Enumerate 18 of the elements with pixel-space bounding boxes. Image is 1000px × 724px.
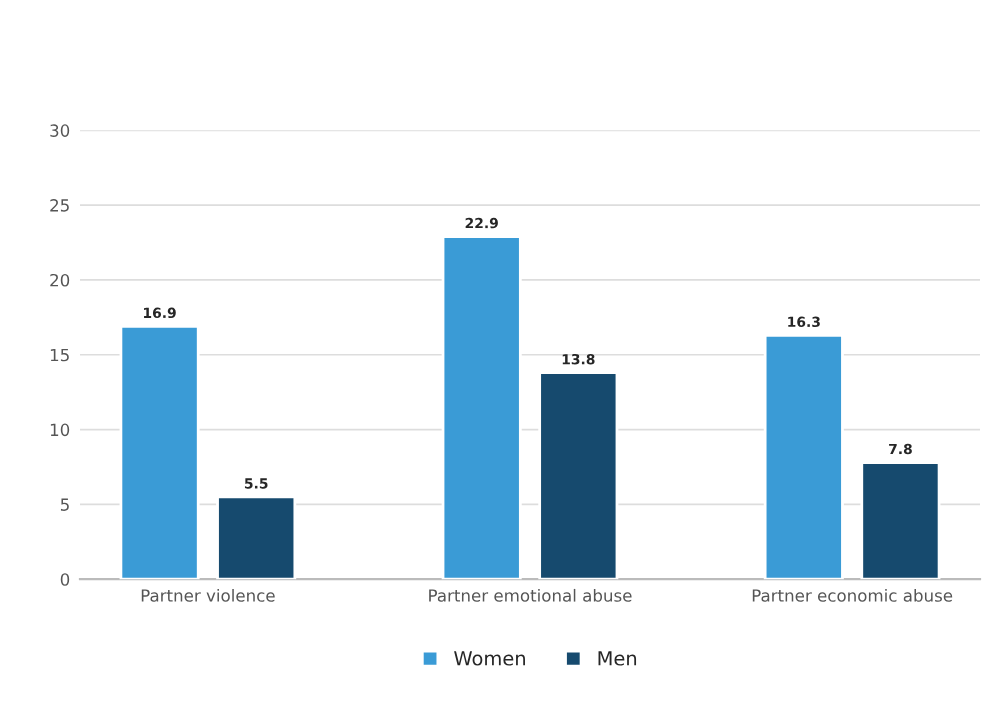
legend-label: Men bbox=[598, 651, 637, 666]
y-tick-label: 20 bbox=[50, 273, 70, 287]
y-tick-label: 25 bbox=[50, 199, 69, 212]
bar bbox=[441, 235, 522, 580]
x-tick-label: Partner economic abuse bbox=[752, 588, 953, 602]
bar bbox=[763, 333, 844, 580]
y-tick-label: 10 bbox=[50, 423, 70, 437]
bar bbox=[538, 371, 619, 580]
y-tick-label: 30 bbox=[50, 124, 70, 137]
x-tick-label: Partner emotional abuse bbox=[429, 588, 632, 602]
y-tick-label: 0 bbox=[60, 573, 70, 586]
y-tick-label: 5 bbox=[60, 498, 69, 511]
bar bbox=[860, 461, 941, 580]
bar bbox=[216, 495, 297, 580]
legend-label: Women bbox=[454, 651, 525, 666]
y-tick-label: 15 bbox=[50, 348, 69, 362]
bar bbox=[119, 324, 200, 580]
x-tick-label: Partner violence bbox=[141, 588, 275, 602]
